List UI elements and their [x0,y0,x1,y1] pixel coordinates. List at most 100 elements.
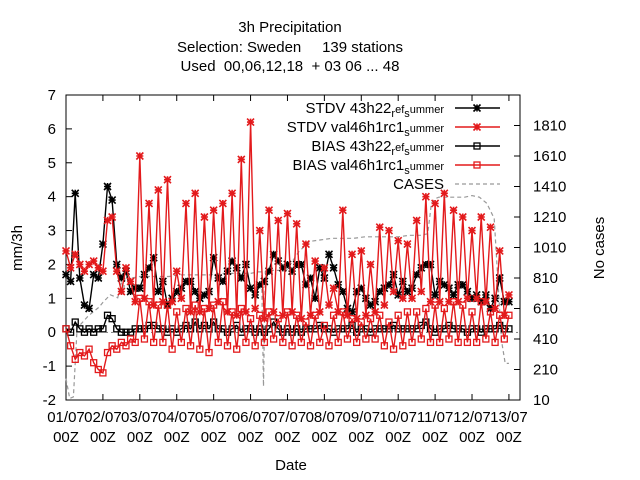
data-point [232,263,241,272]
data-point [408,338,416,347]
data-point [422,304,430,313]
data-point [449,290,458,300]
x-tick-label-date: 09/07 [343,409,381,426]
data-point [297,314,306,323]
series-stdv-val46h1rc1-summer [61,118,513,323]
data-point [177,294,186,303]
data-point [357,246,366,255]
data-point [223,307,232,316]
data-point [504,290,513,300]
data-point [121,263,131,272]
data-point [394,290,403,300]
data-point [158,277,167,286]
x-tick-label-hour: 00Z [90,429,116,446]
data-point [320,273,329,283]
x-tick-label-date: 11/07 [417,409,453,426]
data-point [71,189,80,198]
data-point [353,338,361,347]
legend-text-part: BIAS 43h22 [311,138,391,155]
data-point [200,290,209,300]
y2-tick-label: 210 [533,362,558,379]
y2-tick-label: 1210 [533,209,566,226]
data-point [140,335,149,343]
data-point [375,287,384,296]
series-layer [61,118,513,400]
data-point [500,325,508,333]
data-point [375,223,384,232]
data-point [131,297,140,306]
legend-text-part: r [391,146,395,158]
data-point [334,307,343,316]
data-point [242,338,250,347]
legend-text-part: ef [395,142,405,154]
x-tick-label-hour: 00Z [496,429,522,446]
legend-text-part: s [404,165,410,177]
data-point [394,325,402,333]
data-point [94,325,102,333]
data-point [75,260,84,269]
data-point [371,335,379,343]
data-point [131,338,139,347]
y-tick-label: 0 [48,324,56,341]
data-point [233,345,241,353]
x-tick-label-date: 02/07 [84,409,122,426]
data-point [473,142,481,150]
data-point [279,338,287,347]
legend-text-part: CASES [393,176,444,193]
legend-text-part: ummer [410,123,445,135]
data-point [482,335,490,343]
x-tick-label-date: 08/07 [306,409,344,426]
data-point [108,315,116,323]
data-point [495,246,504,255]
data-point [186,342,195,350]
data-point [357,325,365,333]
data-point [454,338,462,347]
data-point [85,304,94,313]
data-point [237,155,246,164]
data-point [62,325,70,333]
legend-text-part: STDV 43h22 [306,100,392,117]
data-point [246,284,255,293]
data-point [343,311,352,320]
data-point [186,277,195,286]
data-point [71,355,79,363]
y2-tick-label: 1010 [533,240,566,257]
data-point [196,345,204,353]
data-point [329,311,338,319]
data-point [214,325,222,333]
data-point [269,335,278,343]
data-point [486,308,495,316]
data-point [500,335,508,343]
series-line [65,298,510,375]
data-point [149,253,158,262]
data-point [85,345,93,353]
data-point [384,226,394,235]
data-point [122,328,130,336]
data-point [436,338,444,347]
data-point [412,270,421,279]
data-point [422,318,430,326]
data-point [278,263,287,272]
data-point [260,277,269,286]
data-point [145,298,153,306]
data-point [357,284,366,293]
series-line [65,314,509,334]
data-point [311,294,320,303]
data-point [306,273,315,283]
data-point [103,348,112,357]
data-point [366,315,375,323]
data-point [61,246,71,255]
data-point [66,342,75,350]
data-point [435,277,444,286]
data-point [431,301,439,309]
data-point [168,297,177,306]
data-point [467,226,477,235]
data-point [292,260,301,269]
x-tick-label-date: 05/07 [195,409,233,426]
data-point [495,273,504,283]
data-point [200,212,209,222]
y-tick-label: 1 [48,290,56,307]
data-point [444,297,454,306]
data-point [347,250,357,259]
